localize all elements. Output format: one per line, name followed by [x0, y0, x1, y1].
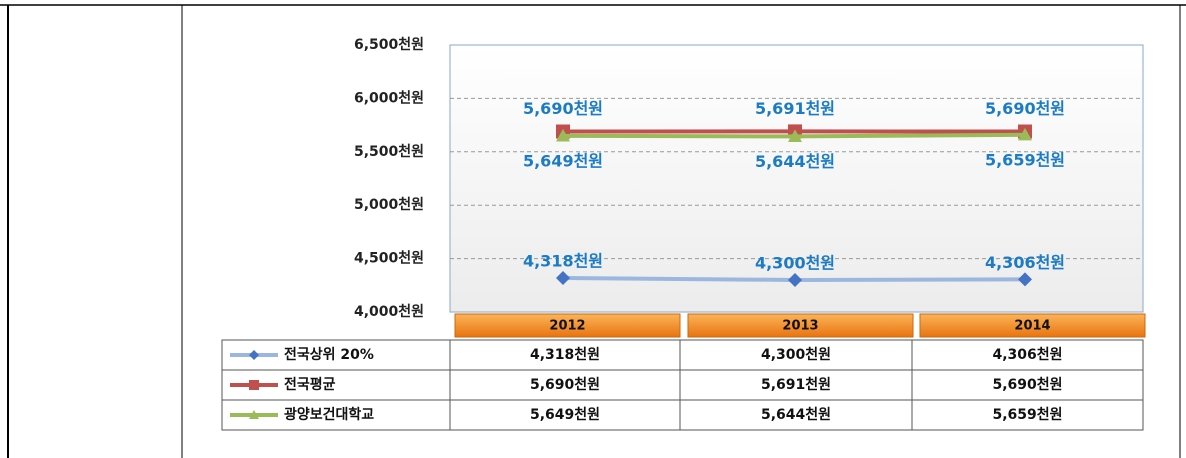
marker — [556, 271, 570, 286]
table-cell: 5,659천원 — [992, 407, 1062, 423]
y-tick-label: 5,000천원 — [354, 197, 424, 213]
marker — [1018, 272, 1032, 287]
category-header — [687, 313, 914, 338]
data-label: 5,659천원 — [985, 150, 1065, 169]
data-label: 5,690천원 — [985, 99, 1065, 118]
x-tick-label: 2013 — [782, 319, 818, 334]
data-label: 4,318천원 — [523, 252, 603, 271]
marker — [556, 128, 570, 142]
data-label: 5,649천원 — [523, 151, 603, 170]
marker — [788, 129, 802, 143]
y-tick-label: 6,500천원 — [354, 37, 424, 53]
data-table — [221, 339, 1144, 431]
marker — [1018, 127, 1032, 141]
x-tick-label: 2014 — [1014, 319, 1050, 334]
data-label: 5,644천원 — [755, 152, 835, 171]
data-label: 4,306천원 — [985, 253, 1065, 272]
table-cell: 5,690천원 — [530, 377, 600, 393]
data-label: 5,691천원 — [755, 99, 835, 118]
table-cell: 5,649천원 — [530, 407, 600, 423]
table-cell: 4,318천원 — [530, 347, 600, 363]
legend-marker — [249, 350, 259, 360]
y-tick-label: 4,000천원 — [354, 304, 424, 320]
data-label: 4,300천원 — [755, 253, 835, 272]
table-cell: 5,644천원 — [761, 407, 831, 423]
table-cell: 4,300천원 — [761, 347, 831, 363]
y-tick-label: 5,500천원 — [354, 144, 424, 160]
x-tick-label: 2012 — [549, 319, 585, 334]
y-tick-label: 4,500천원 — [354, 251, 424, 267]
plot-area — [449, 44, 1144, 313]
table-cell: 5,691천원 — [761, 377, 831, 393]
legend-label: 광양보건대학교 — [284, 406, 374, 423]
y-tick-label: 6,000천원 — [354, 90, 424, 106]
category-header — [454, 313, 681, 338]
table-cell: 5,690천원 — [992, 377, 1062, 393]
category-header — [919, 313, 1146, 338]
legend-marker — [249, 380, 259, 390]
marker — [788, 272, 802, 287]
data-label: 5,690천원 — [523, 99, 603, 118]
table-cell: 4,306천원 — [992, 347, 1062, 363]
legend-marker — [249, 410, 259, 419]
legend-label: 전국평균 — [284, 376, 336, 393]
legend-label: 전국상위 20% — [284, 346, 374, 363]
